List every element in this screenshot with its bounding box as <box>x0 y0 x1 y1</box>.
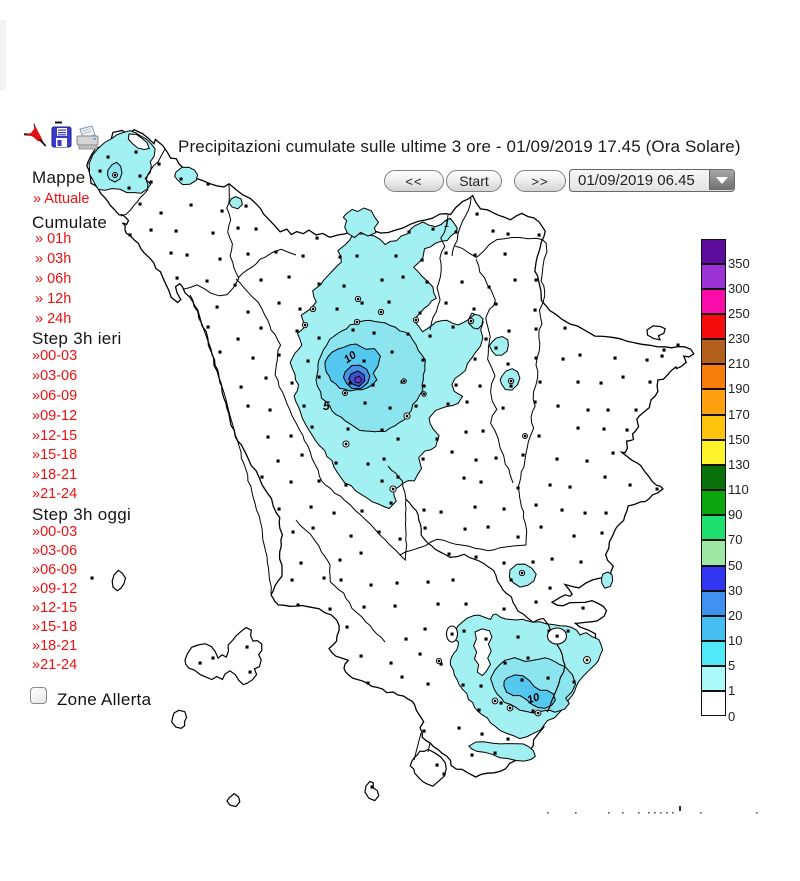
svg-text:1: 1 <box>444 219 450 230</box>
svg-text:5: 5 <box>323 399 330 413</box>
svg-text:10: 10 <box>526 691 542 706</box>
